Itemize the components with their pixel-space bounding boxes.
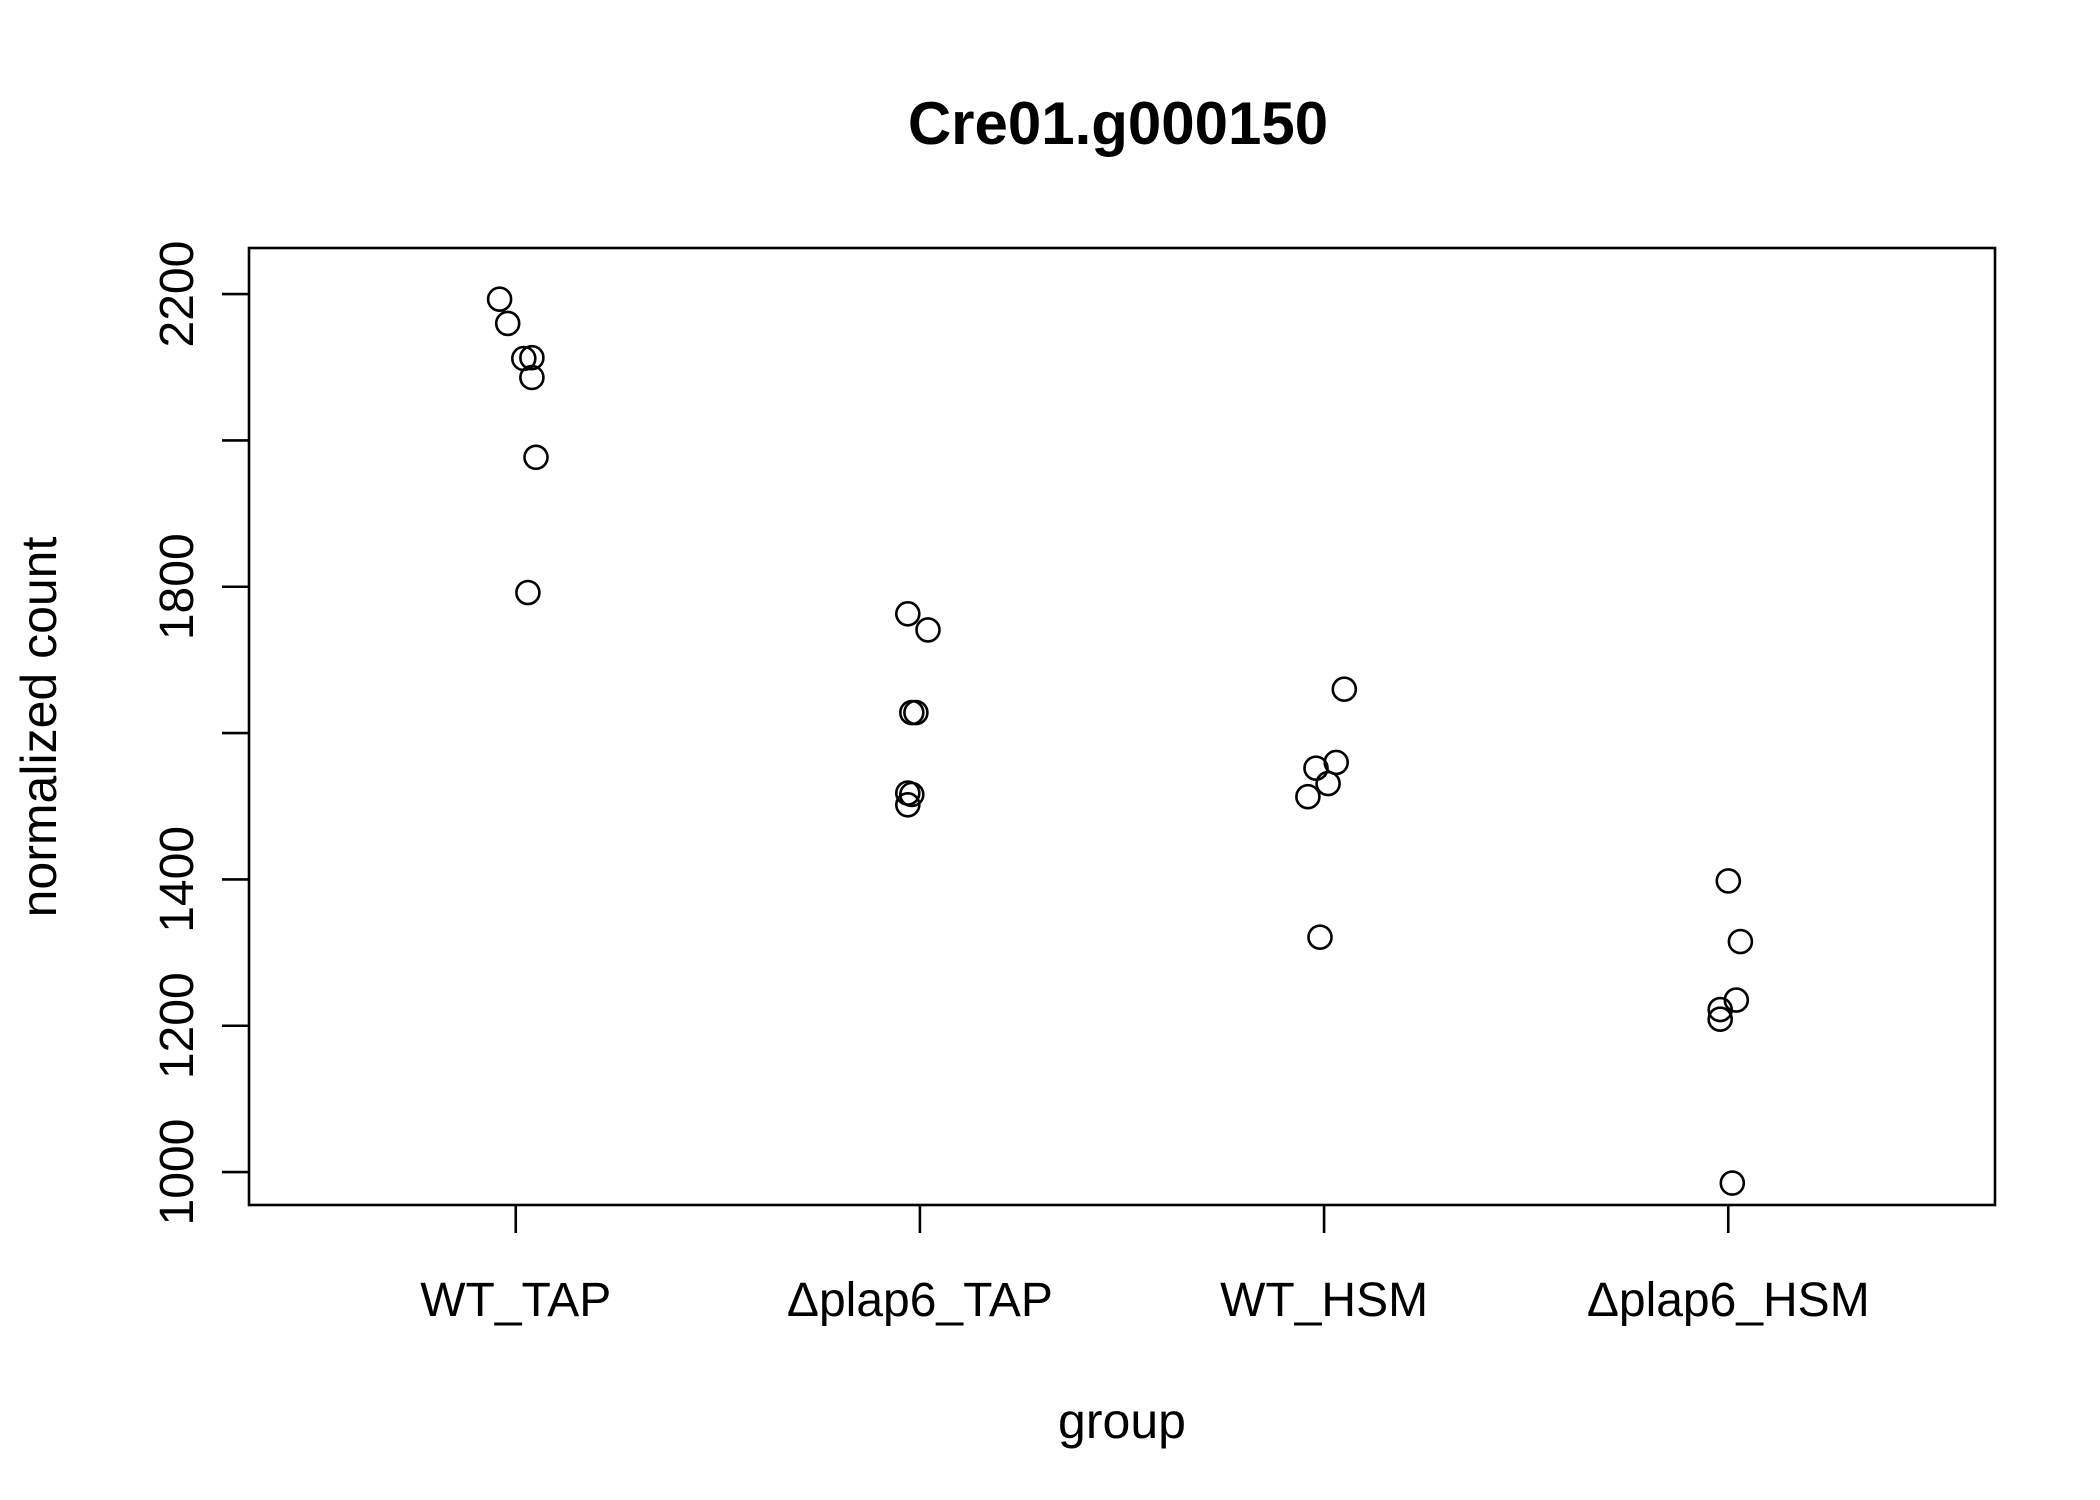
y-tick-label: 2200: [151, 241, 204, 348]
data-point: [1707, 1006, 1733, 1033]
y-tick-label: 1000: [151, 1119, 204, 1226]
plot-area-frame: [247, 246, 1997, 1207]
data-points: [486, 286, 1754, 1196]
data-point: [903, 699, 929, 726]
y-tick-label: 1400: [151, 826, 204, 933]
data-point: [1315, 770, 1341, 797]
data-point: [1331, 676, 1358, 703]
data-point: [494, 310, 521, 337]
data-point: [894, 791, 921, 818]
data-point: [519, 344, 545, 371]
data-point: [1295, 783, 1321, 810]
x-tick-label: WT_HSM: [1220, 1274, 1428, 1327]
y-axis-label: normalized count: [11, 537, 67, 918]
data-point: [1707, 996, 1733, 1023]
chart-title: Cre01.g000150: [908, 90, 1328, 157]
data-point: [523, 444, 549, 471]
x-tick-label: Δplap6_TAP: [787, 1274, 1053, 1327]
y-tick-label: 1200: [151, 972, 204, 1079]
x-axis-label: group: [1058, 1393, 1186, 1449]
x-tick-label: Δplap6_HSM: [1587, 1274, 1870, 1327]
data-point: [894, 600, 921, 627]
data-point: [1727, 928, 1754, 955]
x-axis: WT_TAP Δplap6_TAP WT_HSM Δplap6_HSM: [420, 1205, 1870, 1327]
data-point: [486, 286, 513, 313]
data-point: [1307, 924, 1333, 951]
x-tick-label: WT_TAP: [420, 1274, 611, 1327]
data-point: [1715, 868, 1742, 894]
data-point: [915, 617, 941, 643]
data-point: [515, 579, 541, 606]
data-point: [519, 364, 545, 391]
data-point: [1719, 1170, 1746, 1196]
y-tick-label: 1800: [151, 533, 204, 640]
y-axis: 1000 1200 1400 1800 2200: [151, 241, 249, 1226]
